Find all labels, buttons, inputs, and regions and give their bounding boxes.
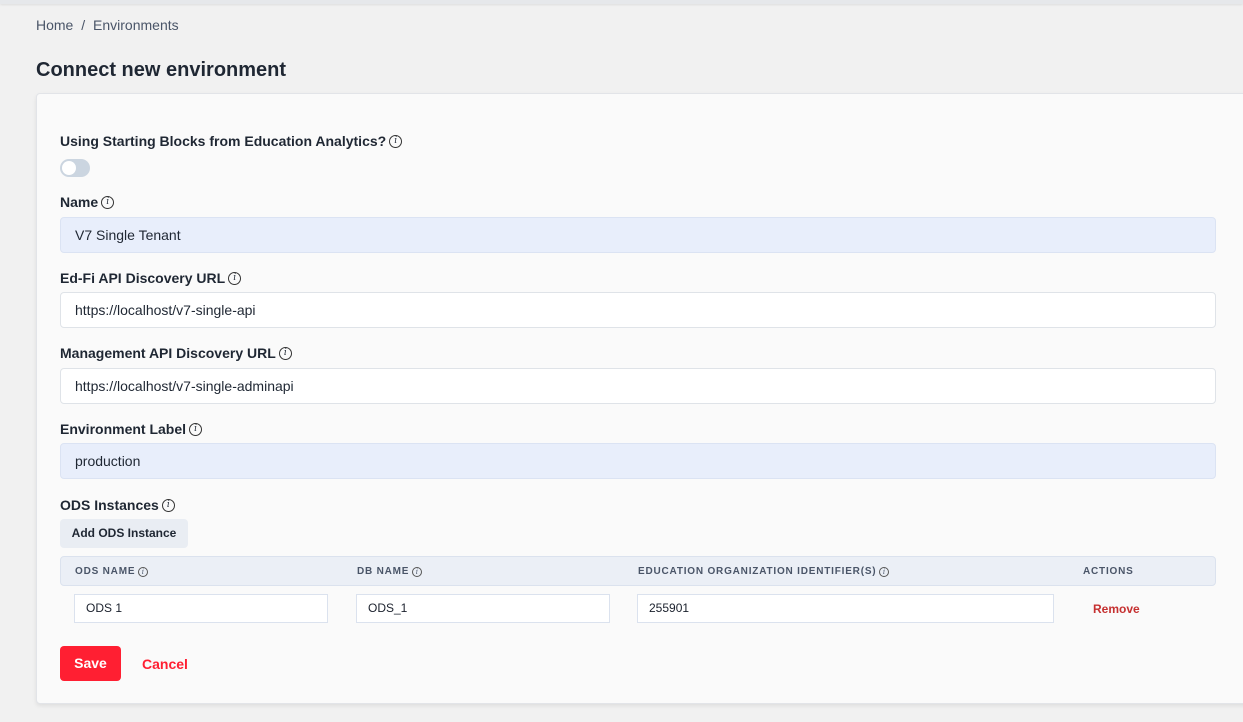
remove-button[interactable]: Remove [1093, 602, 1140, 616]
info-icon[interactable]: i [138, 566, 149, 577]
cancel-button[interactable]: Cancel [142, 656, 188, 672]
info-icon[interactable]: i [389, 134, 403, 148]
breadcrumb: Home / Environments [36, 17, 183, 33]
breadcrumb-current[interactable]: Environments [93, 17, 179, 33]
ed-org-input[interactable]: 255901 [637, 594, 1054, 623]
col-ed-org: EDUCATION ORGANIZATION IDENTIFIER(S) i [638, 566, 890, 577]
info-icon[interactable]: i [101, 195, 115, 209]
name-label: Name i [60, 194, 115, 210]
env-label-input[interactable]: production [60, 443, 1216, 479]
starting-blocks-toggle[interactable] [60, 159, 90, 177]
col-ods-name: ODS NAME i [75, 566, 149, 577]
header-text: EDUCATION ORGANIZATION IDENTIFIER(S) [638, 566, 877, 577]
label-text: ODS Instances [60, 497, 159, 513]
page-title: Connect new environment [36, 59, 287, 81]
info-icon[interactable]: i [278, 346, 292, 360]
breadcrumb-home[interactable]: Home [36, 17, 74, 33]
header-text: ACTIONS [1083, 566, 1134, 577]
breadcrumb-separator: / [81, 17, 86, 33]
edfi-url-input[interactable]: https://localhost/v7-single-api [60, 292, 1216, 328]
ods-label: ODS Instances i [60, 497, 175, 513]
info-icon[interactable]: i [412, 566, 423, 577]
label-text: Environment Label [60, 421, 187, 437]
environment-form: Using Starting Blocks from Education Ana… [36, 93, 1243, 704]
add-ods-button[interactable]: Add ODS Instance [60, 519, 188, 548]
col-actions: ACTIONS [1083, 566, 1134, 577]
db-name-input[interactable]: ODS_1 [356, 594, 610, 623]
info-icon[interactable]: i [189, 422, 203, 436]
label-text: Management API Discovery URL [60, 345, 276, 361]
save-button[interactable]: Save [60, 646, 121, 681]
ods-name-input[interactable]: ODS 1 [74, 594, 328, 623]
mgmt-url-input[interactable]: https://localhost/v7-single-adminapi [60, 368, 1216, 404]
env-label-label: Environment Label i [60, 421, 203, 437]
ods-table-header: ODS NAME i DB NAME i EDUCATION ORGANIZATIO… [60, 556, 1216, 586]
edfi-url-label: Ed-Fi API Discovery URL i [60, 270, 242, 286]
starting-blocks-label: Using Starting Blocks from Education Ana… [60, 133, 403, 149]
label-text: Using Starting Blocks from Education Ana… [60, 133, 387, 149]
header-text: ODS NAME [75, 566, 136, 577]
name-input[interactable]: V7 Single Tenant [60, 217, 1216, 253]
label-text: Ed-Fi API Discovery URL [60, 270, 226, 286]
header-text: DB NAME [357, 566, 410, 577]
info-icon[interactable]: i [161, 498, 175, 512]
col-db-name: DB NAME i [357, 566, 423, 577]
label-text: Name [60, 194, 99, 210]
info-icon[interactable]: i [879, 566, 890, 577]
info-icon[interactable]: i [228, 271, 242, 285]
mgmt-url-label: Management API Discovery URL i [60, 345, 292, 361]
top-bar [0, 0, 1243, 4]
